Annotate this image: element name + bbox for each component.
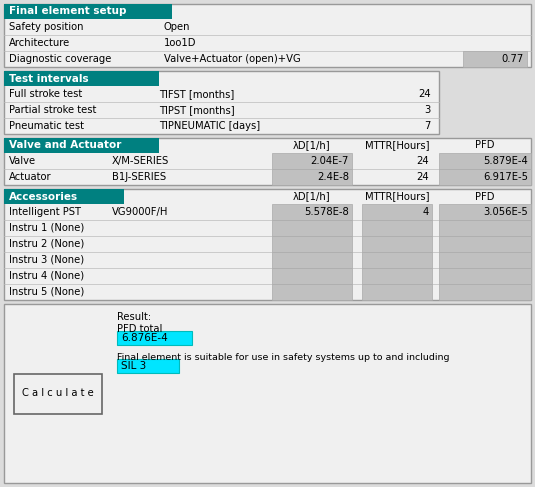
Text: 3: 3 <box>425 105 431 115</box>
Bar <box>272 252 352 268</box>
Text: Architecture: Architecture <box>9 38 70 48</box>
Text: Valve: Valve <box>9 156 36 166</box>
Text: Result:: Result: <box>117 312 151 322</box>
Bar <box>362 284 432 300</box>
Text: 24: 24 <box>416 156 429 166</box>
Bar <box>362 268 432 284</box>
Text: MTTR[Hours]: MTTR[Hours] <box>365 141 429 150</box>
Text: 7: 7 <box>425 121 431 131</box>
Text: PFD total: PFD total <box>117 324 163 334</box>
Text: Instru 5 (None): Instru 5 (None) <box>9 287 84 297</box>
Text: C a l c u l a t e: C a l c u l a t e <box>22 389 94 398</box>
Text: 3.056E-5: 3.056E-5 <box>483 207 528 217</box>
Bar <box>4 71 439 134</box>
Bar <box>4 189 124 204</box>
Text: 5.578E-8: 5.578E-8 <box>304 207 349 217</box>
Text: Actuator: Actuator <box>9 172 51 182</box>
Bar <box>439 153 531 169</box>
Bar <box>272 268 352 284</box>
Bar <box>272 169 352 185</box>
Bar <box>439 284 531 300</box>
Text: Final element is suitable for use in safety systems up to and including: Final element is suitable for use in saf… <box>117 353 449 361</box>
Text: 4: 4 <box>423 207 429 217</box>
Text: Safety position: Safety position <box>9 22 83 32</box>
Text: Pneumatic test: Pneumatic test <box>9 121 84 131</box>
Text: SIL 3: SIL 3 <box>121 361 146 371</box>
Text: VG9000F/H: VG9000F/H <box>112 207 169 217</box>
Text: X/M-SERIES: X/M-SERIES <box>112 156 169 166</box>
Text: Partial stroke test: Partial stroke test <box>9 105 96 115</box>
Text: Intelligent PST: Intelligent PST <box>9 207 81 217</box>
Bar <box>272 236 352 252</box>
Bar <box>4 138 531 185</box>
Text: B1J-SERIES: B1J-SERIES <box>112 172 166 182</box>
Text: Diagnostic coverage: Diagnostic coverage <box>9 54 111 64</box>
Text: TIPST [months]: TIPST [months] <box>159 105 235 115</box>
Bar <box>463 51 527 67</box>
Text: Instru 2 (None): Instru 2 (None) <box>9 239 84 249</box>
Bar <box>272 284 352 300</box>
Bar <box>439 236 531 252</box>
Bar <box>117 359 179 373</box>
Text: 24: 24 <box>418 89 431 99</box>
Text: λD[1/h]: λD[1/h] <box>293 141 331 150</box>
Text: PFD: PFD <box>475 141 495 150</box>
Bar <box>439 252 531 268</box>
Text: Final element setup: Final element setup <box>9 6 126 17</box>
Bar <box>439 169 531 185</box>
Text: λD[1/h]: λD[1/h] <box>293 191 331 202</box>
Bar <box>4 71 159 86</box>
Text: 24: 24 <box>416 172 429 182</box>
Bar <box>4 4 531 67</box>
Bar <box>362 220 432 236</box>
Text: Accessories: Accessories <box>9 191 78 202</box>
Text: Instru 1 (None): Instru 1 (None) <box>9 223 84 233</box>
Text: 2.04E-7: 2.04E-7 <box>311 156 349 166</box>
Text: Full stroke test: Full stroke test <box>9 89 82 99</box>
Text: Valve and Actuator: Valve and Actuator <box>9 141 121 150</box>
Text: TIPNEUMATIC [days]: TIPNEUMATIC [days] <box>159 121 260 131</box>
Bar <box>362 252 432 268</box>
Bar <box>4 304 531 483</box>
Text: Instru 3 (None): Instru 3 (None) <box>9 255 84 265</box>
Text: 6.917E-5: 6.917E-5 <box>483 172 528 182</box>
Text: Instru 4 (None): Instru 4 (None) <box>9 271 84 281</box>
Bar <box>439 204 531 220</box>
Text: 1oo1D: 1oo1D <box>164 38 196 48</box>
Text: PFD: PFD <box>475 191 495 202</box>
Bar <box>272 220 352 236</box>
Text: TIFST [months]: TIFST [months] <box>159 89 234 99</box>
Bar <box>117 331 192 345</box>
Bar <box>362 204 432 220</box>
Bar <box>272 204 352 220</box>
Bar <box>272 153 352 169</box>
Bar <box>4 4 172 19</box>
Bar <box>439 220 531 236</box>
Bar <box>362 236 432 252</box>
Bar <box>14 374 102 413</box>
Bar <box>439 268 531 284</box>
Bar <box>4 138 159 153</box>
Text: 6.876E-4: 6.876E-4 <box>121 333 168 343</box>
Bar <box>4 189 531 300</box>
Text: 5.879E-4: 5.879E-4 <box>483 156 528 166</box>
Text: MTTR[Hours]: MTTR[Hours] <box>365 191 429 202</box>
Text: 0.77: 0.77 <box>502 54 524 64</box>
Text: Test intervals: Test intervals <box>9 74 89 83</box>
Text: Open: Open <box>164 22 190 32</box>
Text: 2.4E-8: 2.4E-8 <box>317 172 349 182</box>
Text: Valve+Actuator (open)+VG: Valve+Actuator (open)+VG <box>164 54 301 64</box>
